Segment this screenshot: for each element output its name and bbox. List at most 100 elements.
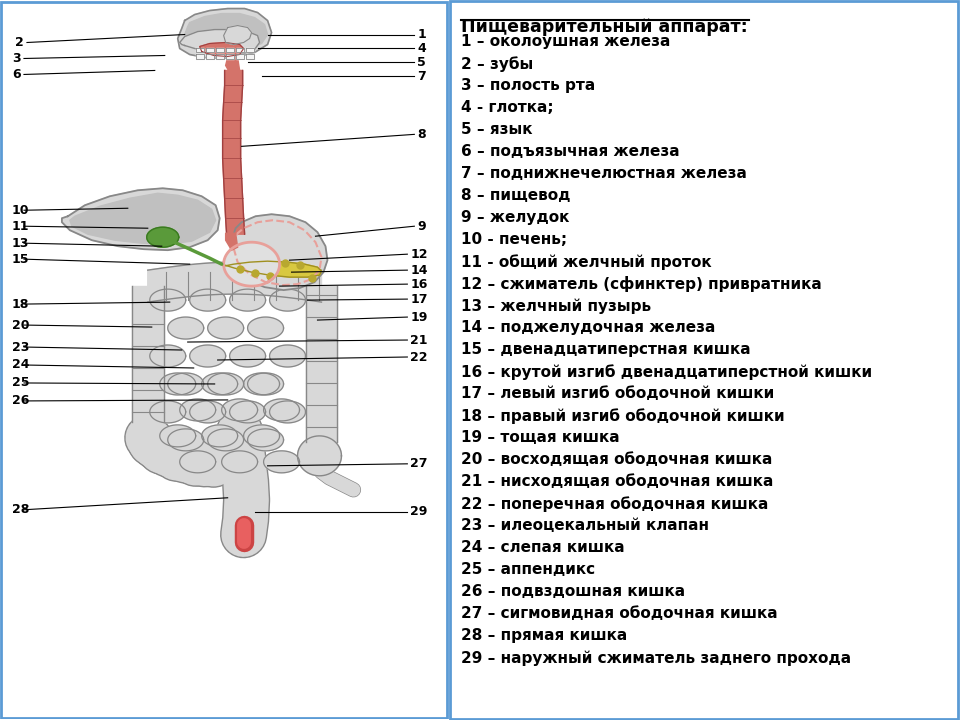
Polygon shape — [70, 193, 216, 244]
Text: 6 – подъязычная железа: 6 – подъязычная железа — [461, 144, 680, 159]
Text: 18: 18 — [12, 297, 30, 310]
Text: 12: 12 — [410, 248, 428, 261]
Text: 17: 17 — [410, 292, 428, 305]
Text: 22 – поперечная ободочная кишка: 22 – поперечная ободочная кишка — [461, 496, 769, 512]
Polygon shape — [61, 188, 220, 250]
Polygon shape — [207, 429, 244, 451]
Polygon shape — [178, 9, 272, 58]
Text: 9: 9 — [418, 220, 426, 233]
Polygon shape — [180, 451, 216, 473]
Text: 16: 16 — [410, 278, 428, 291]
Polygon shape — [190, 401, 226, 423]
Text: 22: 22 — [410, 351, 428, 364]
Text: 1: 1 — [418, 28, 426, 41]
Text: 5: 5 — [418, 56, 426, 69]
Polygon shape — [229, 345, 266, 367]
Polygon shape — [270, 345, 305, 367]
Polygon shape — [180, 30, 259, 55]
Text: 28: 28 — [12, 503, 30, 516]
Text: 18 – правый изгиб ободочной кишки: 18 – правый изгиб ободочной кишки — [461, 408, 785, 424]
Polygon shape — [229, 401, 266, 423]
Polygon shape — [132, 286, 164, 422]
Polygon shape — [264, 451, 300, 473]
Polygon shape — [235, 48, 244, 53]
Text: 23 – илеоцекальный клапан: 23 – илеоцекальный клапан — [461, 518, 709, 533]
Text: 13 – желчный пузырь: 13 – желчный пузырь — [461, 298, 652, 313]
Polygon shape — [159, 425, 196, 447]
Polygon shape — [248, 373, 283, 395]
Text: 29 – наружный сжиматель заднего прохода: 29 – наружный сжиматель заднего прохода — [461, 650, 852, 665]
Text: 7: 7 — [418, 70, 426, 83]
Text: 15 – двенадцатиперстная кишка: 15 – двенадцатиперстная кишка — [461, 342, 751, 357]
Polygon shape — [222, 261, 322, 277]
Polygon shape — [190, 345, 226, 367]
Polygon shape — [264, 399, 300, 421]
Text: 27 – сигмовидная ободочная кишка: 27 – сигмовидная ободочная кишка — [461, 606, 778, 621]
Polygon shape — [246, 48, 253, 53]
Text: 1 – околоушная железа: 1 – околоушная железа — [461, 34, 671, 49]
Polygon shape — [159, 373, 196, 395]
Polygon shape — [248, 317, 283, 339]
Polygon shape — [196, 55, 204, 60]
Polygon shape — [216, 55, 224, 60]
Polygon shape — [226, 233, 238, 250]
Text: 27: 27 — [410, 457, 428, 470]
Polygon shape — [148, 262, 322, 302]
Polygon shape — [150, 289, 185, 311]
Text: 14 – поджелудочная железа: 14 – поджелудочная железа — [461, 320, 715, 335]
Text: 28 – прямая кишка: 28 – прямая кишка — [461, 628, 628, 643]
Polygon shape — [246, 55, 253, 60]
Text: 2 – зубы: 2 – зубы — [461, 56, 534, 72]
Text: 12 – сжиматель (сфинктер) привратника: 12 – сжиматель (сфинктер) привратника — [461, 276, 822, 292]
Text: 7 – поднижнечелюстная железа: 7 – поднижнечелюстная железа — [461, 166, 747, 181]
Text: 21 – нисходящая ободочная кишка: 21 – нисходящая ободочная кишка — [461, 474, 774, 489]
Polygon shape — [248, 429, 283, 451]
Polygon shape — [168, 429, 204, 451]
Polygon shape — [207, 317, 244, 339]
Polygon shape — [184, 14, 268, 50]
Polygon shape — [226, 55, 233, 60]
Text: 5 – язык: 5 – язык — [461, 122, 533, 137]
Text: 16 – крутой изгиб двенадцатиперстной кишки: 16 – крутой изгиб двенадцатиперстной киш… — [461, 364, 873, 379]
Text: 8 – пищевод: 8 – пищевод — [461, 188, 571, 203]
Text: 21: 21 — [410, 333, 428, 346]
Polygon shape — [224, 25, 252, 45]
Text: 10 - печень;: 10 - печень; — [461, 232, 567, 247]
Polygon shape — [298, 436, 342, 476]
Text: 25: 25 — [12, 377, 30, 390]
Polygon shape — [229, 215, 327, 290]
Text: 24: 24 — [12, 359, 30, 372]
Text: Пищеварительный аппарат:: Пищеварительный аппарат: — [461, 18, 748, 36]
Polygon shape — [229, 289, 266, 311]
Polygon shape — [196, 48, 204, 53]
Polygon shape — [244, 425, 279, 447]
Text: 23: 23 — [12, 341, 30, 354]
Text: 3: 3 — [12, 52, 20, 65]
Polygon shape — [226, 48, 233, 53]
Text: 26 – подвздошная кишка: 26 – подвздошная кишка — [461, 584, 685, 599]
Polygon shape — [202, 373, 238, 395]
Text: 25 – аппендикс: 25 – аппендикс — [461, 562, 595, 577]
Polygon shape — [168, 373, 204, 395]
Text: 8: 8 — [418, 128, 426, 141]
Polygon shape — [244, 373, 279, 395]
Polygon shape — [224, 242, 279, 286]
Polygon shape — [305, 286, 338, 442]
Polygon shape — [200, 42, 244, 56]
Polygon shape — [235, 55, 244, 60]
Polygon shape — [226, 58, 240, 76]
Text: 29: 29 — [410, 505, 428, 518]
Text: 6: 6 — [12, 68, 20, 81]
Text: 11 - общий желчный проток: 11 - общий желчный проток — [461, 254, 712, 270]
Text: 13: 13 — [12, 237, 30, 250]
Polygon shape — [180, 399, 216, 421]
Text: 20 – восходящая ободочная кишка: 20 – восходящая ободочная кишка — [461, 452, 773, 467]
Text: 2: 2 — [15, 36, 24, 49]
Polygon shape — [205, 48, 214, 53]
Text: 19: 19 — [410, 310, 428, 323]
Text: 4: 4 — [418, 42, 426, 55]
Text: 4 - глотка;: 4 - глотка; — [461, 100, 554, 115]
Text: 19 – тощая кишка: 19 – тощая кишка — [461, 430, 620, 445]
Text: 9 – желудок: 9 – желудок — [461, 210, 569, 225]
Text: 24 – слепая кишка: 24 – слепая кишка — [461, 540, 625, 555]
